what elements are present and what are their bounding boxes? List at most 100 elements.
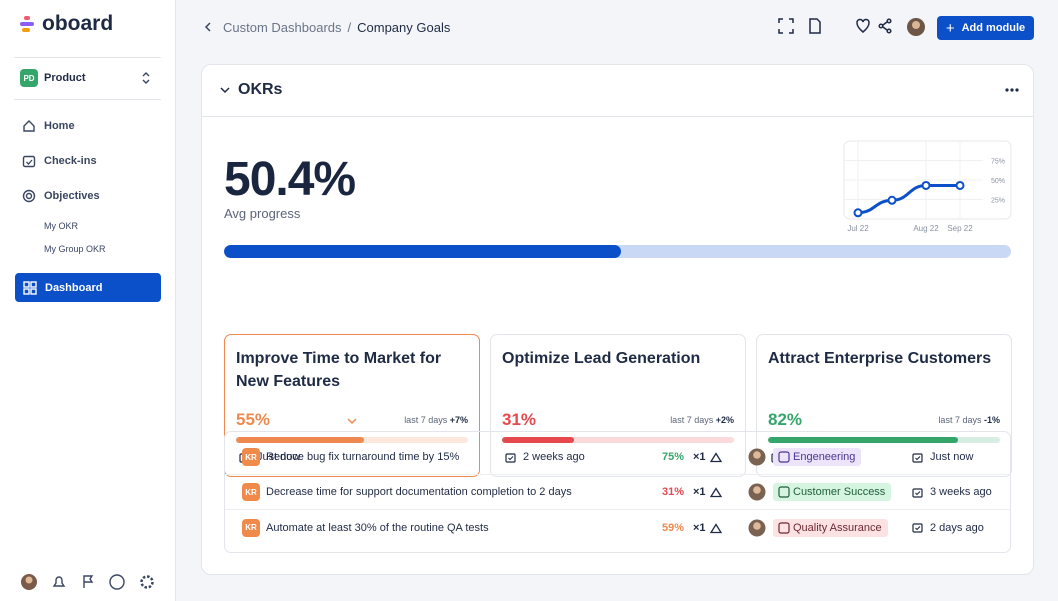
trend-point (955, 180, 965, 190)
okr-panel: OKRs 50.4% Avg progress 25% 50% 75% Jul 22 A… (201, 64, 1034, 575)
owner-avatar (748, 519, 766, 536)
kr-row: KR Reduce bug fix turnaround time by 15% 7… (225, 440, 1010, 475)
delta-change: +2% (715, 415, 734, 425)
key-results: KR Reduce bug fix turnaround time by 15% 7… (224, 431, 1011, 553)
more[interactable] (1004, 87, 1020, 93)
goal-card[interactable]: Attract Enterprise Customers 82% last 7 da… (756, 334, 1012, 477)
sub-nav[interactable]: My OKR (44, 221, 79, 231)
trend-line (857, 183, 960, 215)
panel-title: OKRs (238, 81, 283, 98)
weight-icon (710, 522, 722, 533)
footer-icons[interactable] (20, 572, 160, 592)
kr-badge: KR (242, 483, 260, 501)
nav-item[interactable]: Home (22, 119, 75, 133)
updated-text: Just now (930, 451, 974, 463)
goal-delta: last 7 days +2% (670, 415, 734, 425)
trend-point (853, 208, 863, 218)
sub-nav[interactable]: My Group OKR (44, 244, 106, 254)
nav-active[interactable]: Dashboard (15, 273, 161, 302)
button-label: Add module (961, 22, 1026, 34)
x-tick-label: Sep 22 (947, 224, 973, 233)
x-tick-label: Jul 22 (847, 224, 869, 233)
goal-track (768, 437, 1000, 443)
brand: oboard (42, 12, 114, 35)
updated-text: 2 weeks ago (523, 451, 585, 463)
kr-badge: KR (242, 448, 260, 466)
trend-chart: 25% 50% 75% Jul 22 Aug 22 Sep 22 (843, 140, 1012, 233)
workspace-badge: PD (20, 69, 38, 87)
nav-label: Check-ins (44, 155, 97, 167)
workspace-name[interactable]: Product (44, 72, 86, 84)
breadcrumb: Custom Dashboards / Company Goals (223, 20, 450, 35)
crumb-current: Company Goals (357, 20, 451, 35)
selected-indicator (347, 418, 357, 425)
y-tick-label: 75% (991, 159, 1005, 166)
goal-bar (236, 437, 364, 443)
y-tick-label: 25% (991, 198, 1005, 205)
delta-period: last 7 days (938, 415, 982, 425)
sidebar: oboard PD Product Home Check-ins Objecti… (0, 0, 176, 601)
add-module-button[interactable]: + Add module (937, 16, 1034, 40)
owner-avatar (748, 483, 766, 501)
goal-updated: 2 weeks ago (505, 451, 585, 463)
avg-progress-bar (224, 245, 621, 258)
goal-title: Optimize Lead Generation (502, 350, 701, 367)
back[interactable] (203, 21, 213, 33)
nav-label: Dashboard (45, 281, 103, 294)
team-name: Customer Success (793, 486, 886, 498)
nav-item[interactable]: Objectives (22, 189, 100, 203)
goal-delta: last 7 days -1% (938, 415, 1000, 425)
updated-text: 2 days ago (930, 521, 984, 534)
goal-bar (768, 437, 959, 443)
crumb[interactable]: Custom Dashboards (223, 20, 342, 35)
kr-progress: 31% (661, 486, 684, 498)
kr-title: Automate at least 30% of the routine QA … (266, 521, 489, 534)
goal-card[interactable]: Improve Time to Market for New Features 5… (224, 334, 480, 477)
team-tag: Quality Assurance (773, 518, 888, 537)
y-tick-label: 50% (991, 178, 1005, 185)
goal-title: Improve Time to Market for New Features (236, 350, 442, 390)
delta-change: +7% (449, 415, 468, 425)
crumb-separator: / (347, 20, 352, 35)
weight-icon (710, 487, 722, 498)
delta-period: last 7 days (670, 415, 714, 425)
team-name: Engeneering (793, 451, 856, 463)
goal-bar (502, 437, 574, 443)
kr-row: KR Automate at least 30% of the routine Q… (225, 510, 1010, 545)
kr-multiplier: ×1 (693, 486, 706, 498)
goal-progress: 55% (236, 410, 271, 429)
owner-avatar (748, 448, 766, 466)
goal-progress: 82% (768, 410, 803, 429)
nav-item[interactable]: Check-ins (22, 154, 97, 168)
kr-multiplier: ×1 (693, 451, 706, 463)
avg-progress-caption: Avg progress (224, 206, 301, 221)
x-tick-label: Aug 22 (913, 224, 939, 233)
chevrons[interactable] (141, 71, 151, 85)
goal-progress: 31% (502, 410, 537, 429)
trend-point (921, 180, 931, 190)
kr-progress: 59% (661, 521, 684, 534)
avg-progress-value: 50.4% (224, 153, 356, 206)
collapse[interactable] (219, 85, 231, 95)
goal-track (236, 437, 468, 443)
weight-icon (710, 452, 722, 463)
updated-text: Just now (257, 451, 301, 463)
nav-label: Home (44, 120, 75, 132)
goal-card[interactable]: Optimize Lead Generation 31% last 7 days +… (490, 334, 746, 477)
team-tag: Engeneering (773, 448, 862, 466)
kr-progress: 75% (661, 451, 684, 463)
kr-updated: 3 weeks ago (912, 486, 992, 498)
delta-period: last 7 days (404, 415, 448, 425)
toolbar-icons[interactable] (777, 17, 927, 39)
kr-multiplier: ×1 (693, 521, 706, 534)
team-name: Quality Assurance (793, 521, 882, 534)
kr-title: Reduce bug fix turnaround time by 15% (266, 451, 460, 463)
logo-icon (20, 16, 34, 32)
kr-row: KR Decrease time for support documentatio… (225, 475, 1010, 510)
nav-label: Objectives (44, 190, 100, 202)
delta-change: -1% (983, 415, 1000, 425)
goal-title: Attract Enterprise Customers (768, 350, 992, 367)
goal-track (502, 437, 734, 443)
